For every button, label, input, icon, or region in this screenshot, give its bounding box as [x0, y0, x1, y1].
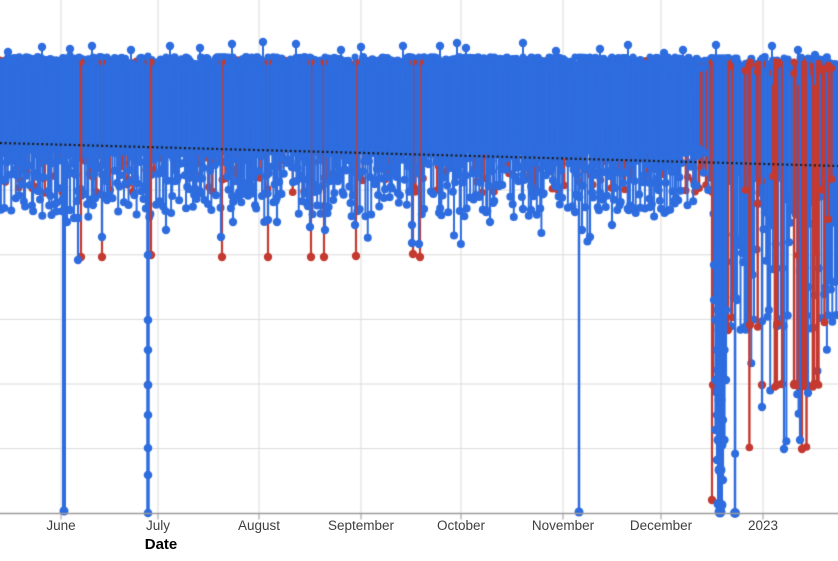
x-tick-label-august: August	[237, 518, 281, 533]
x-tick-label-2023: 2023	[747, 518, 779, 533]
x-tick-label-november: November	[531, 518, 595, 533]
x-tick-label-september: September	[327, 518, 395, 533]
x-tick-label-july: July	[145, 518, 171, 533]
x-tick-label-june: June	[46, 518, 76, 533]
x-tick-label-december: December	[629, 518, 693, 533]
x-axis-title: Date	[144, 536, 178, 553]
x-tick-label-october: October	[436, 518, 486, 533]
